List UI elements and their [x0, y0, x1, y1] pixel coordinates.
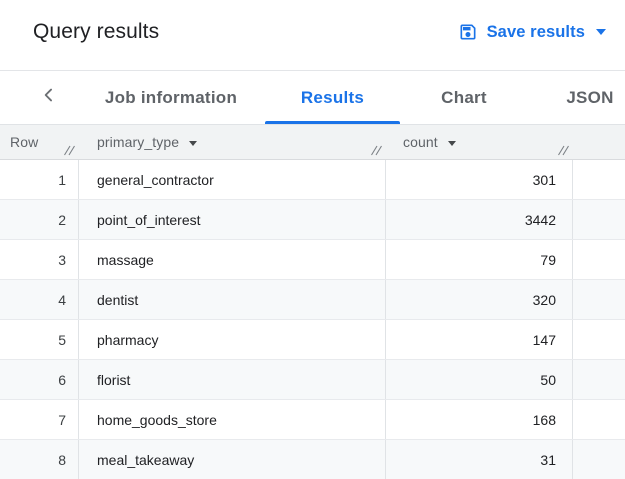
- table-row: 7 home_goods_store 168: [0, 400, 625, 440]
- row-number-cell: 5: [0, 320, 79, 359]
- column-header-count[interactable]: count: [386, 125, 573, 159]
- header-filler-cell: [573, 125, 625, 159]
- titlebar: Query results Save results: [0, 0, 625, 70]
- tab-label: Chart: [441, 87, 487, 107]
- tabs-scroll-left-button[interactable]: [20, 71, 78, 124]
- results-table-body: 1 general_contractor 301 2 point_of_inte…: [0, 160, 625, 479]
- count-cell: 31: [386, 440, 573, 479]
- tab-json[interactable]: JSON: [527, 71, 625, 124]
- row-number-cell: 6: [0, 360, 79, 399]
- primary-type-cell: massage: [79, 240, 386, 279]
- table-row: 4 dentist 320: [0, 280, 625, 320]
- column-resize-handle-icon[interactable]: [370, 145, 383, 156]
- save-results-button[interactable]: Save results: [450, 16, 614, 48]
- sort-caret-icon[interactable]: [447, 140, 456, 146]
- row-number-cell: 7: [0, 400, 79, 439]
- column-label: count: [403, 134, 438, 150]
- column-header-row: Row: [0, 125, 79, 159]
- row-number-cell: 3: [0, 240, 79, 279]
- column-header-primary-type[interactable]: primary_type: [79, 125, 386, 159]
- tab-job-information[interactable]: Job information: [78, 71, 264, 124]
- table-row: 8 meal_takeaway 31: [0, 440, 625, 479]
- filler-cell: [573, 160, 625, 199]
- save-results-label: Save results: [486, 22, 585, 41]
- count-cell: 147: [386, 320, 573, 359]
- primary-type-cell: home_goods_store: [79, 400, 386, 439]
- save-icon: [458, 22, 478, 42]
- table-row: 6 florist 50: [0, 360, 625, 400]
- sort-caret-icon[interactable]: [189, 140, 198, 146]
- primary-type-cell: meal_takeaway: [79, 440, 386, 479]
- primary-type-cell: general_contractor: [79, 160, 386, 199]
- filler-cell: [573, 360, 625, 399]
- filler-cell: [573, 400, 625, 439]
- row-number-cell: 1: [0, 160, 79, 199]
- filler-cell: [573, 440, 625, 479]
- filler-cell: [573, 200, 625, 239]
- column-label: Row: [10, 134, 39, 150]
- tab-label: JSON: [566, 87, 614, 107]
- dropdown-caret-icon: [596, 29, 606, 35]
- column-resize-handle-icon[interactable]: [557, 145, 570, 156]
- row-number-cell: 2: [0, 200, 79, 239]
- row-number-cell: 8: [0, 440, 79, 479]
- primary-type-cell: florist: [79, 360, 386, 399]
- tab-bar: Job information Results Chart JSON: [0, 70, 625, 125]
- tab-label: Job information: [104, 87, 238, 107]
- filler-cell: [573, 240, 625, 279]
- tab-results[interactable]: Results: [264, 71, 401, 124]
- page-title: Query results: [33, 20, 160, 43]
- count-cell: 320: [386, 280, 573, 319]
- table-header-row: Row primary_type count: [0, 125, 625, 160]
- count-cell: 50: [386, 360, 573, 399]
- tab-chart[interactable]: Chart: [401, 71, 527, 124]
- column-label: primary_type: [97, 134, 180, 150]
- tab-label: Results: [300, 87, 365, 107]
- primary-type-cell: pharmacy: [79, 320, 386, 359]
- count-cell: 168: [386, 400, 573, 439]
- count-cell: 301: [386, 160, 573, 199]
- table-row: 2 point_of_interest 3442: [0, 200, 625, 240]
- table-row: 1 general_contractor 301: [0, 160, 625, 200]
- chevron-left-icon: [39, 85, 59, 110]
- primary-type-cell: dentist: [79, 280, 386, 319]
- primary-type-cell: point_of_interest: [79, 200, 386, 239]
- column-resize-handle-icon[interactable]: [63, 145, 76, 156]
- count-cell: 3442: [386, 200, 573, 239]
- filler-cell: [573, 320, 625, 359]
- table-row: 3 massage 79: [0, 240, 625, 280]
- table-row: 5 pharmacy 147: [0, 320, 625, 360]
- count-cell: 79: [386, 240, 573, 279]
- row-number-cell: 4: [0, 280, 79, 319]
- filler-cell: [573, 280, 625, 319]
